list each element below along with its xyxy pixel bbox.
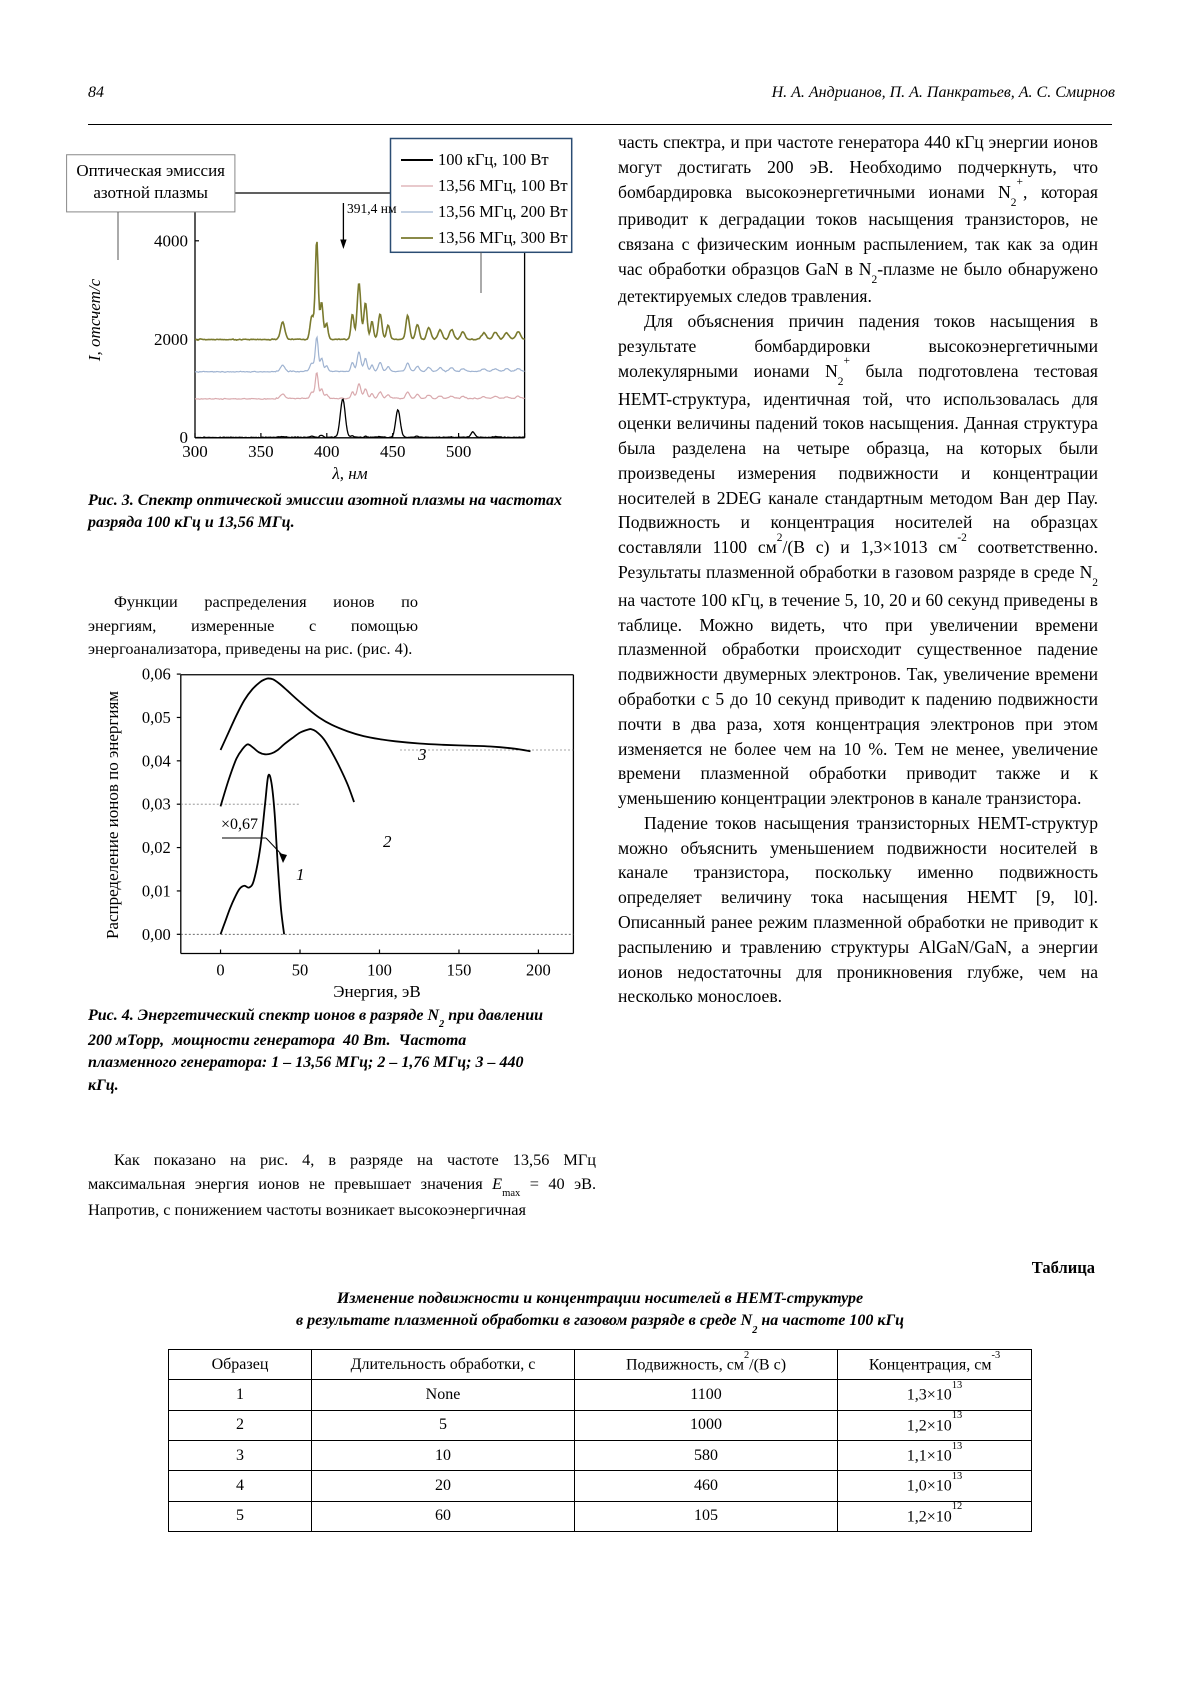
svg-text:100 кГц, 100 Вт: 100 кГц, 100 Вт [438,150,549,169]
svg-text:0,02: 0,02 [142,838,171,857]
svg-text:I, отсчет/с: I, отсчет/с [85,278,104,362]
svg-text:×0,67: ×0,67 [221,816,258,833]
svg-text:0,04: 0,04 [142,751,171,770]
svg-text:λ, нм: λ, нм [331,464,367,483]
svg-text:100: 100 [367,961,392,980]
svg-text:50: 50 [292,961,309,980]
svg-text:0,06: 0,06 [142,665,171,684]
svg-text:13,56 МГц, 100 Вт: 13,56 МГц, 100 Вт [438,176,568,195]
svg-text:0,03: 0,03 [142,795,171,814]
svg-text:2000: 2000 [154,330,188,349]
svg-text:1: 1 [296,865,305,884]
svg-text:0,01: 0,01 [142,881,171,900]
svg-text:4000: 4000 [154,232,188,251]
svg-text:13,56 МГц, 200 Вт: 13,56 МГц, 200 Вт [438,202,568,221]
svg-text:2: 2 [383,832,392,851]
svg-text:азотной плазмы: азотной плазмы [93,183,208,202]
svg-text:391,4 нм: 391,4 нм [347,201,397,216]
svg-text:0,05: 0,05 [142,708,171,727]
svg-text:0: 0 [216,961,224,980]
svg-text:500: 500 [446,442,472,461]
svg-text:450: 450 [380,442,406,461]
svg-text:200: 200 [526,961,551,980]
svg-text:0: 0 [180,428,189,447]
svg-text:Энергия, эВ: Энергия, эВ [333,982,420,1001]
svg-text:0,00: 0,00 [142,925,171,944]
svg-text:13,56 МГц, 300 Вт: 13,56 МГц, 300 Вт [438,228,568,247]
svg-text:400: 400 [314,442,340,461]
svg-text:Распределение ионов по энергия: Распределение ионов по энергиям [103,691,122,939]
svg-text:Оптическая эмиссия: Оптическая эмиссия [76,161,225,180]
svg-text:150: 150 [447,961,472,980]
svg-text:350: 350 [248,442,274,461]
svg-text:3: 3 [417,745,427,764]
